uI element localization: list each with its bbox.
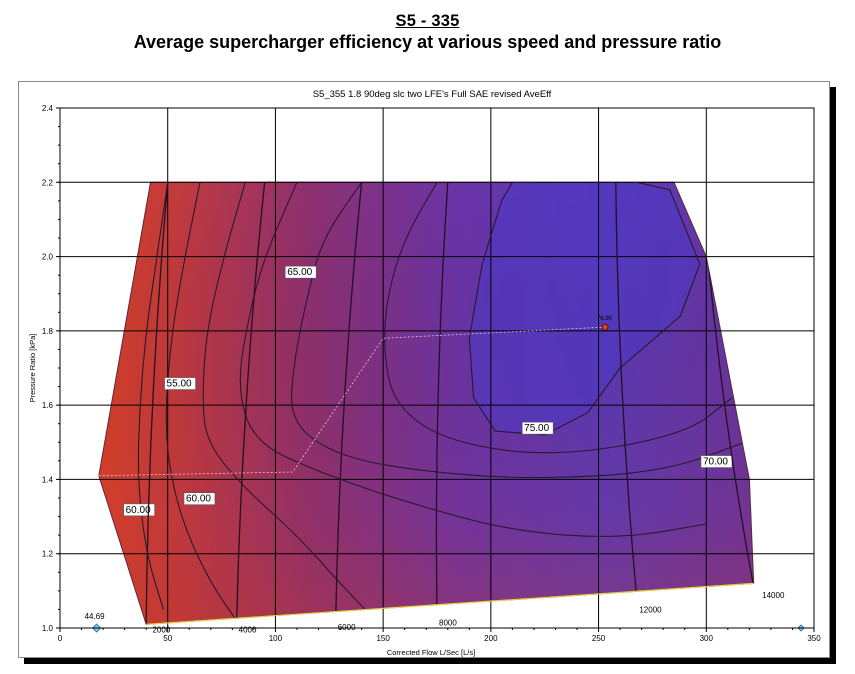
efficiency-contour-line	[239, 182, 707, 537]
min-efficiency-label: 44.69	[85, 612, 106, 621]
y-tick-label: 2.2	[42, 178, 54, 187]
speed-line-label: 8000	[439, 618, 457, 627]
contour-label-box	[183, 492, 216, 506]
x-tick-label: 0	[58, 634, 63, 643]
x-tick-label: 100	[269, 634, 283, 643]
contour-label: 60.00	[123, 503, 155, 517]
contour-label-text: 70.00	[703, 457, 728, 468]
contour-label-text: 60.00	[186, 494, 211, 505]
x-tick-label: 150	[376, 634, 390, 643]
speed-line-label: 12000	[639, 606, 662, 615]
contour-label: 70.00	[700, 455, 733, 468]
x-axis-label: Corrected Flow L/Sec [L/s]	[387, 648, 475, 657]
contour-label-box	[700, 455, 733, 468]
peak-efficiency-point	[601, 323, 609, 331]
speed-line	[335, 182, 363, 617]
peak-efficiency-label: 76.90	[597, 316, 613, 322]
contour-label-box	[123, 503, 155, 517]
efficiency-contour-line	[137, 182, 169, 610]
contour-label: 75.00	[521, 421, 554, 435]
contour-label: 55.00	[164, 377, 196, 390]
contour-label-box	[164, 377, 196, 390]
x-tick-label: 200	[484, 634, 498, 643]
y-tick-label: 1.0	[42, 624, 54, 633]
y-tick-label: 2.0	[42, 253, 54, 262]
y-axis-label: Pressure Ratio [kPa]	[28, 334, 37, 403]
contour-label-text: 60.00	[126, 505, 151, 516]
y-tick-label: 1.2	[42, 550, 54, 559]
speed-line	[615, 182, 638, 606]
efficiency-contour-75	[468, 182, 701, 436]
map-lower-edge	[146, 582, 754, 625]
y-tick-label: 2.4	[42, 104, 54, 113]
grid	[60, 108, 814, 628]
efficiency-contour-line	[202, 182, 373, 618]
x-tick-label: 350	[807, 634, 821, 643]
contour-label-box	[284, 265, 317, 279]
speed-line-label: 4000	[239, 626, 257, 635]
y-tick-label: 1.6	[42, 401, 54, 410]
x-tick-label: 300	[700, 634, 714, 643]
contour-label-text: 75.00	[524, 423, 549, 434]
speed-line	[705, 237, 754, 588]
speed-line-label: 2000	[152, 626, 170, 635]
contour-label-text: 65.00	[287, 267, 312, 278]
page-title: S5 - 335	[395, 12, 460, 30]
page-subtitle: Average supercharger efficiency at vario…	[133, 32, 722, 52]
speed-line	[435, 182, 449, 614]
contour-label: 60.00	[183, 492, 216, 506]
efficiency-contours: 55.00 60.00 60.00 65.00 70.00 75.00	[123, 182, 746, 621]
speed-line	[236, 182, 266, 621]
efficiency-contour-line	[165, 182, 238, 621]
contour-label-text: 55.00	[167, 379, 192, 390]
x-tick-label: 250	[592, 634, 606, 643]
y-tick-label: 1.8	[42, 327, 54, 336]
contour-label-box	[521, 421, 554, 435]
speed-line	[145, 182, 169, 625]
efficiency-contour-line	[291, 182, 746, 479]
plot-title: S5_355 1.8 90deg slc two LFE's Full SAE …	[313, 89, 552, 100]
efficiency-map	[98, 181, 755, 625]
axes: 0 50 100 150 200 250 300 350 1.0 1.2 1.4 1.6 1.8 2.0 2…	[42, 104, 821, 643]
efficiency-contour-line	[384, 182, 733, 454]
operating-guide-line	[98, 326, 606, 477]
y-tick-label: 1.4	[42, 475, 54, 484]
peak-efficiency-island	[469, 182, 700, 435]
speed-line-label: 14000	[762, 591, 785, 600]
x-tick-label: 50	[163, 634, 172, 643]
contour-label: 65.00	[284, 265, 317, 279]
